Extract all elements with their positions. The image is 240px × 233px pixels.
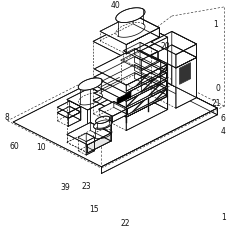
Polygon shape	[13, 63, 217, 167]
Polygon shape	[99, 102, 128, 116]
Polygon shape	[117, 92, 131, 104]
Text: 21: 21	[211, 99, 221, 108]
Text: 6: 6	[221, 114, 226, 123]
Text: 60: 60	[10, 142, 19, 151]
Polygon shape	[57, 106, 81, 118]
Polygon shape	[134, 48, 167, 71]
Polygon shape	[129, 63, 217, 115]
Polygon shape	[134, 21, 168, 96]
Polygon shape	[126, 81, 167, 107]
Polygon shape	[134, 65, 167, 87]
Polygon shape	[134, 79, 168, 110]
Polygon shape	[86, 137, 95, 155]
Text: 23: 23	[82, 182, 91, 191]
Polygon shape	[94, 73, 167, 109]
Text: 8: 8	[5, 113, 10, 122]
Polygon shape	[134, 73, 167, 95]
Polygon shape	[126, 96, 168, 130]
Polygon shape	[133, 14, 159, 37]
Polygon shape	[90, 123, 111, 141]
Polygon shape	[94, 57, 167, 93]
Polygon shape	[126, 73, 167, 99]
Polygon shape	[57, 101, 81, 113]
Polygon shape	[94, 48, 167, 85]
Polygon shape	[70, 106, 81, 120]
Polygon shape	[140, 42, 158, 61]
Polygon shape	[172, 31, 197, 58]
Text: 2: 2	[110, 27, 115, 36]
Polygon shape	[176, 58, 197, 108]
Polygon shape	[151, 31, 197, 55]
Polygon shape	[101, 108, 217, 174]
Text: 20: 20	[161, 42, 170, 51]
Polygon shape	[126, 37, 168, 117]
Polygon shape	[86, 133, 95, 151]
Polygon shape	[67, 123, 111, 145]
Polygon shape	[68, 112, 81, 126]
Polygon shape	[88, 133, 111, 153]
Text: 39: 39	[60, 183, 70, 192]
Text: 0: 0	[216, 84, 221, 93]
Polygon shape	[151, 45, 197, 68]
Polygon shape	[93, 79, 168, 117]
Polygon shape	[126, 65, 167, 91]
Text: 1: 1	[214, 20, 218, 29]
Text: 15: 15	[89, 205, 98, 214]
Polygon shape	[176, 44, 197, 68]
Polygon shape	[68, 107, 81, 118]
Polygon shape	[126, 28, 159, 54]
Polygon shape	[100, 14, 159, 45]
Polygon shape	[96, 116, 110, 123]
Polygon shape	[116, 8, 145, 23]
Text: 4: 4	[221, 127, 226, 136]
Polygon shape	[172, 45, 197, 98]
Polygon shape	[180, 63, 191, 84]
Polygon shape	[134, 57, 167, 79]
Polygon shape	[94, 120, 112, 129]
Polygon shape	[140, 50, 161, 82]
Polygon shape	[114, 102, 128, 114]
Polygon shape	[78, 78, 102, 90]
Polygon shape	[67, 88, 111, 110]
Polygon shape	[90, 88, 111, 141]
Polygon shape	[126, 89, 167, 115]
Polygon shape	[123, 42, 158, 60]
Text: 40: 40	[110, 1, 120, 10]
Text: 10: 10	[36, 144, 46, 152]
Polygon shape	[70, 101, 81, 112]
Polygon shape	[141, 61, 161, 92]
Text: 1: 1	[221, 213, 226, 222]
Polygon shape	[88, 98, 111, 153]
Polygon shape	[112, 109, 128, 122]
Polygon shape	[94, 65, 167, 101]
Polygon shape	[141, 51, 158, 69]
Text: 22: 22	[120, 219, 130, 228]
Polygon shape	[93, 21, 168, 58]
Polygon shape	[121, 50, 161, 71]
Polygon shape	[78, 133, 95, 142]
